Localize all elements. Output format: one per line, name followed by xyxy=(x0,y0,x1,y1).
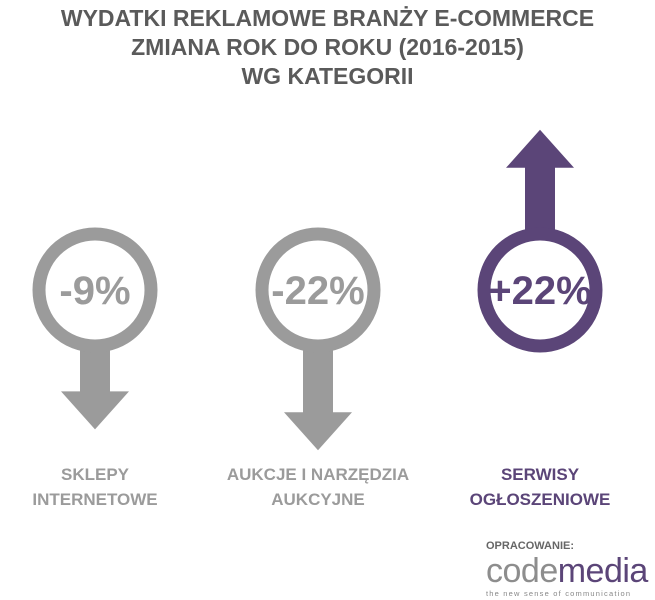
arrow xyxy=(61,350,129,430)
category-label: SKLEPY INTERNETOWE xyxy=(32,465,158,509)
brand-tagline: the new sense of communication xyxy=(486,589,632,598)
footer-label: OPRACOWANIE: xyxy=(486,540,574,552)
chart-title: WYDATKI REKLAMOWE BRANŻY E-COMMERCE ZMIA… xyxy=(60,5,595,89)
ring xyxy=(32,227,158,353)
category-label: AUKCJE I NARZĘDZIA AUKCYJNE xyxy=(226,465,410,509)
category-label: SERWISY OGŁOSZENIOWE xyxy=(469,465,611,509)
value-label: -22% xyxy=(271,269,364,313)
arrow xyxy=(506,129,574,230)
arrow xyxy=(284,350,352,451)
brand-part: code xyxy=(486,552,558,590)
value-label: -9% xyxy=(59,269,130,313)
ring xyxy=(255,227,381,353)
value-label: +22% xyxy=(488,269,591,313)
brand-logo: codemedia xyxy=(486,552,648,591)
ring xyxy=(477,227,603,353)
brand-part: media xyxy=(557,552,649,590)
